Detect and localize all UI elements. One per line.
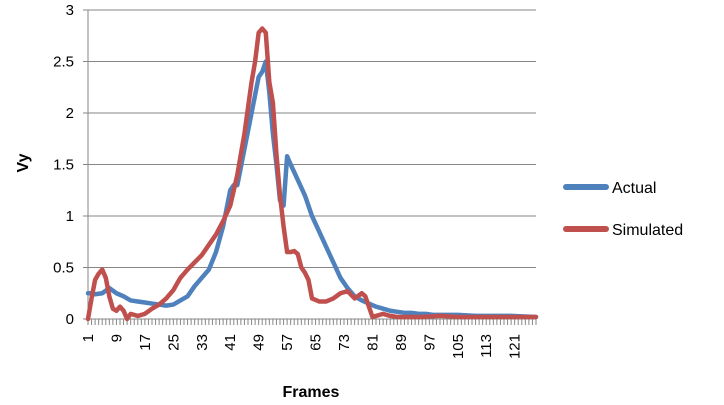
series-line-simulated (85, 26, 539, 322)
x-tick-label: 49 (251, 334, 268, 351)
x-tick-label: 81 (364, 334, 381, 351)
legend-item-simulated: Simulated (563, 222, 683, 239)
x-tick-label: 73 (336, 334, 353, 351)
x-tick-label: 89 (393, 334, 410, 351)
x-tick-label: 9 (108, 334, 125, 342)
series-line-actual (85, 59, 539, 320)
y-tick-label: 2 (66, 105, 74, 122)
y-tick-label: 0.5 (53, 260, 74, 277)
x-tick-label: 57 (279, 334, 296, 351)
series-lines (85, 26, 539, 322)
y-tick-label: 1.5 (53, 157, 74, 174)
x-tick-label: 41 (222, 334, 239, 351)
x-tick-label: 113 (478, 334, 495, 358)
y-tick-label: 1 (66, 208, 74, 225)
x-tick-label: 17 (137, 334, 154, 351)
gridlines (88, 9, 536, 268)
x-tick-label: 105 (450, 334, 467, 359)
y-tick-label: 0 (66, 311, 74, 328)
x-axis-title: Frames (283, 384, 340, 401)
tick-labels: 0 0.5 1 1.5 2 2.5 3 1 9 17 25 33 41 49 57 65 73 81 89 97 105… (53, 2, 524, 359)
legend-label-actual: Actual (612, 180, 656, 197)
y-axis-title: Vy (15, 153, 32, 172)
legend: Actual Simulated (563, 180, 683, 239)
x-tick-label: 25 (165, 334, 182, 351)
legend-label-simulated: Simulated (612, 222, 683, 239)
axes (83, 9, 537, 325)
x-tick-label: 33 (194, 334, 211, 351)
x-tick-label: 121 (507, 334, 524, 359)
x-tick-label: 65 (308, 334, 325, 351)
y-tick-label: 2.5 (53, 54, 74, 71)
legend-item-actual: Actual (563, 180, 656, 197)
y-tick-label: 3 (66, 2, 74, 19)
x-tick-label: 1 (80, 334, 97, 342)
x-tick-label: 97 (421, 334, 438, 351)
